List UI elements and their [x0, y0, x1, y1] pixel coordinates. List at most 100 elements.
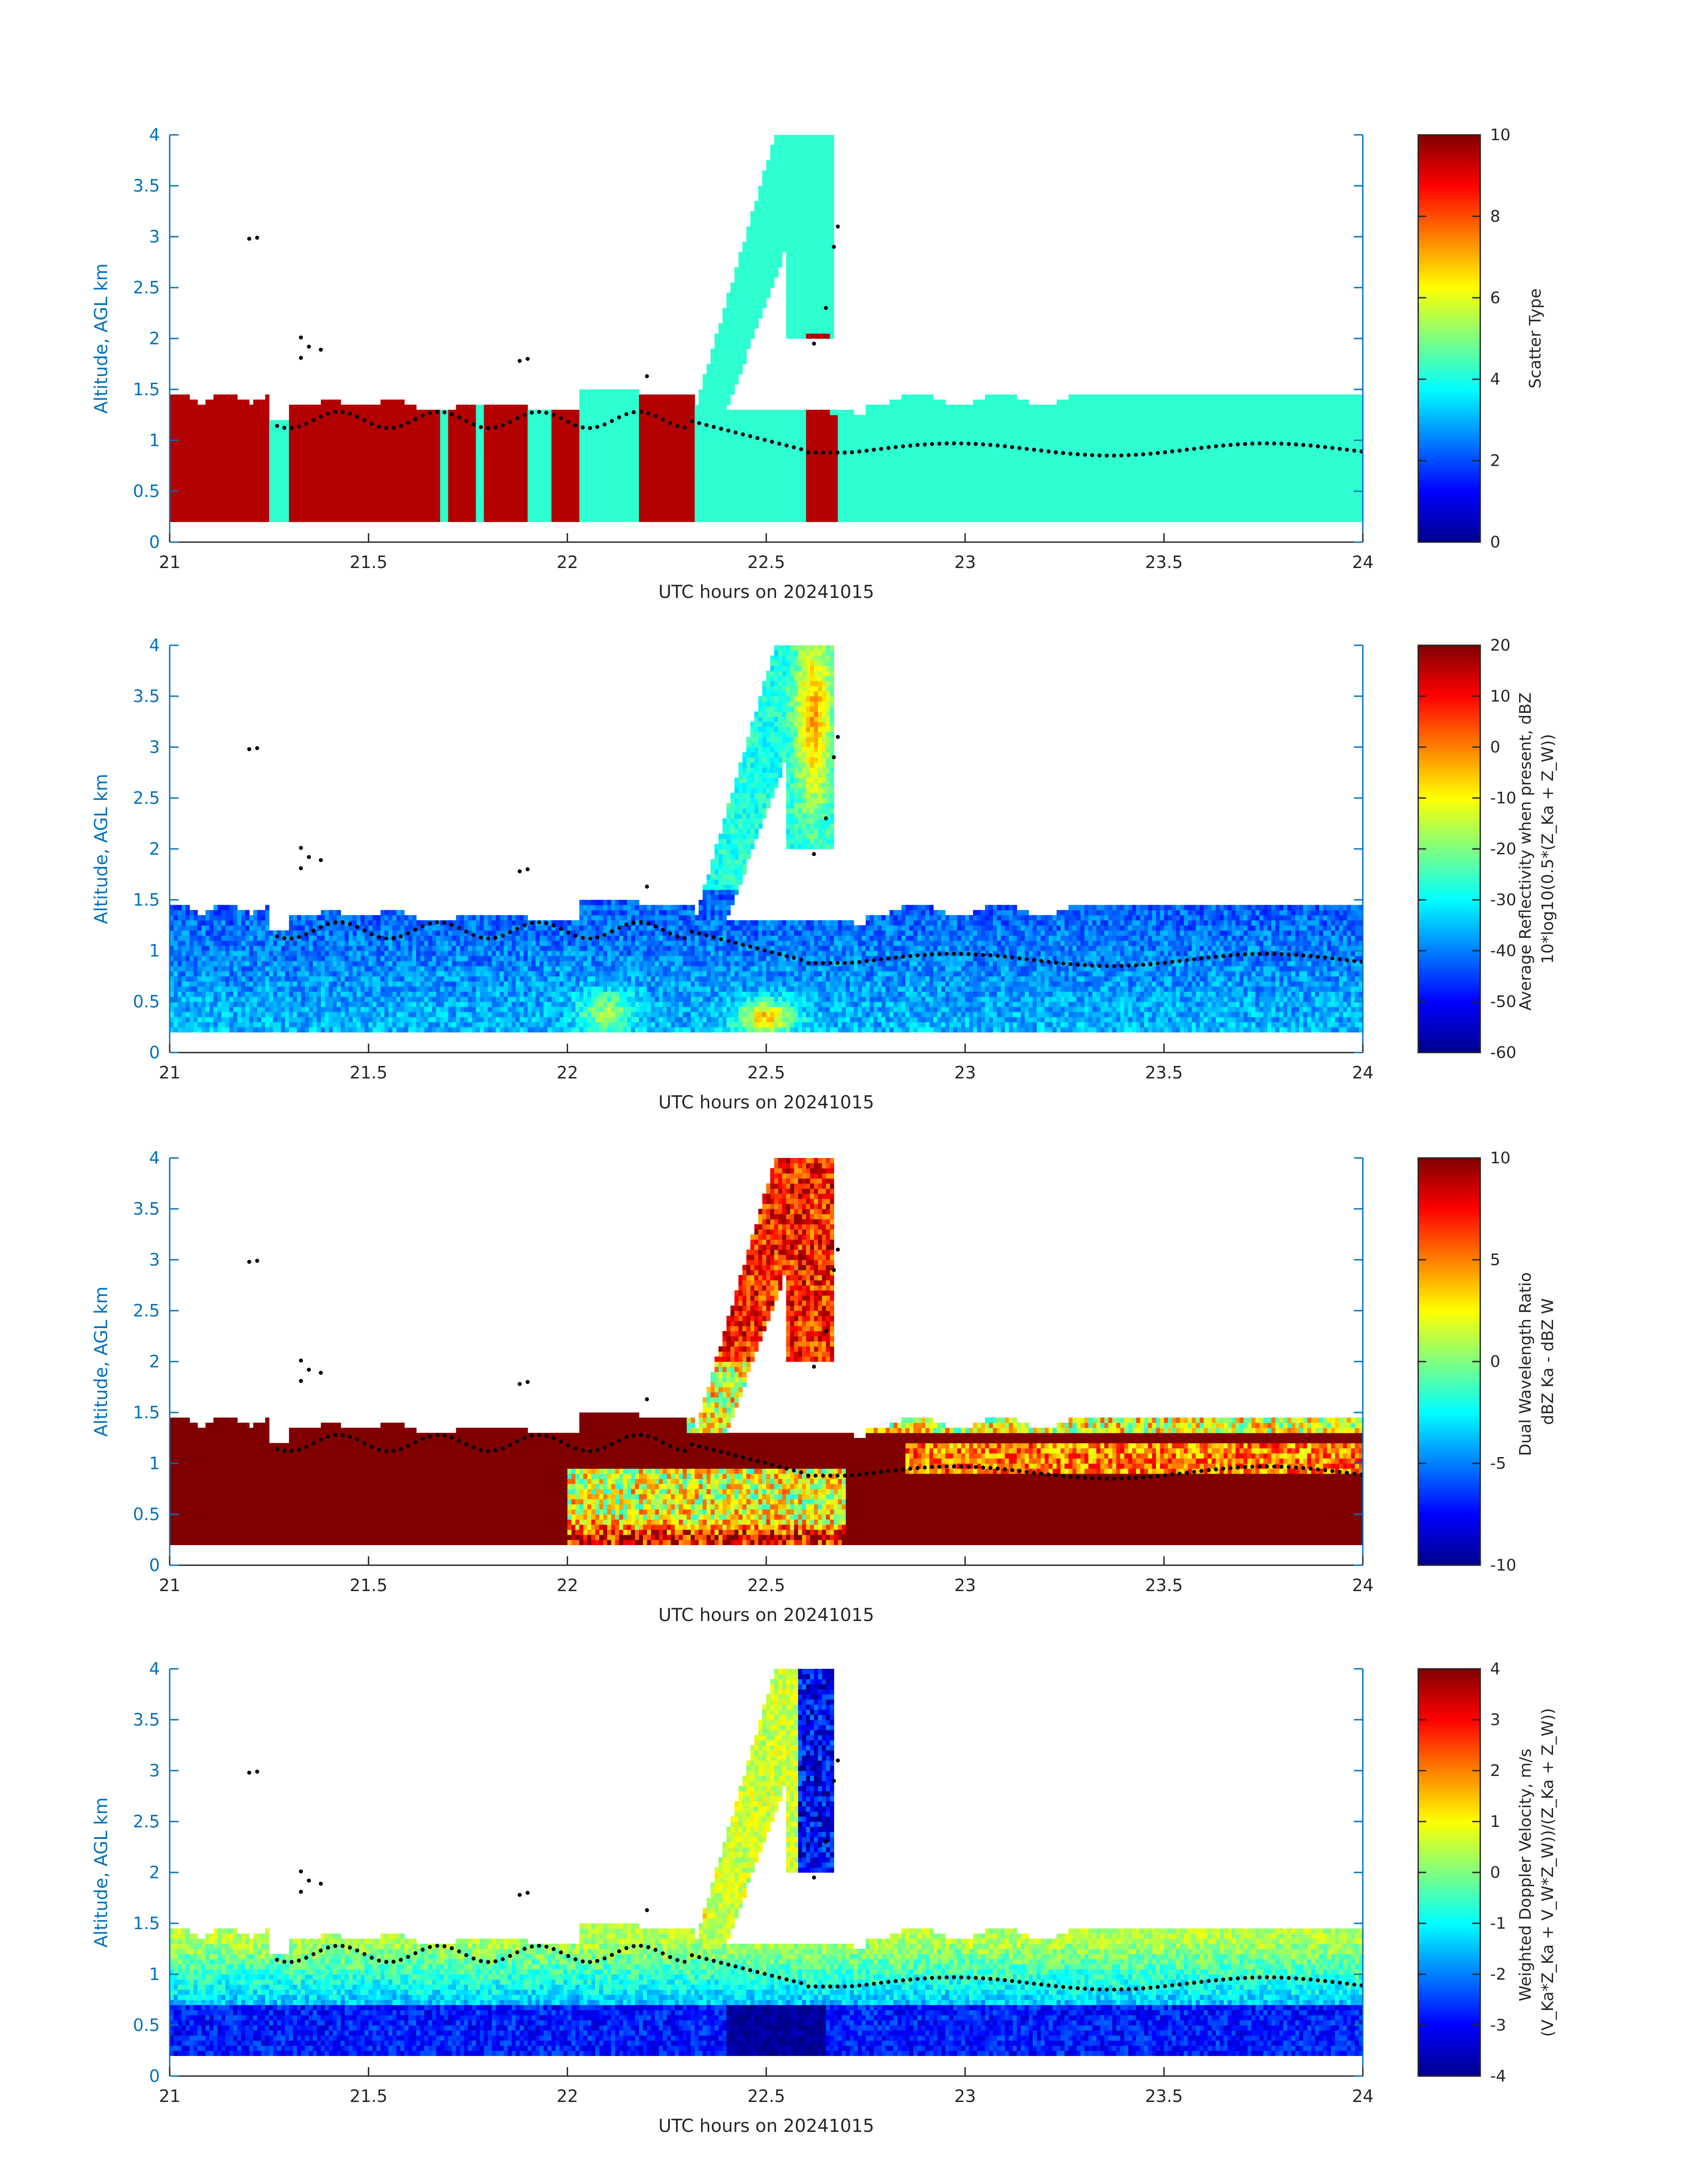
- heatmap-cell: [726, 501, 731, 507]
- heatmap-cell: [810, 420, 814, 426]
- heatmap-cell: [352, 425, 357, 430]
- heatmap-cell: [297, 491, 301, 497]
- heatmap-cell: [730, 445, 735, 451]
- heatmap-cell: [675, 506, 679, 512]
- heatmap-cell: [679, 420, 683, 426]
- heatmap-cell: [356, 430, 361, 436]
- heatmap-cell: [786, 135, 790, 140]
- heatmap-cell: [360, 409, 365, 415]
- heatmap-cell: [527, 440, 532, 446]
- heatmap-cell: [512, 471, 516, 476]
- heatmap-cell: [396, 420, 401, 426]
- heatmap-cell: [480, 435, 484, 441]
- heatmap-cell: [790, 160, 794, 166]
- heatmap-cell: [269, 496, 274, 502]
- heatmap-cell: [197, 511, 202, 517]
- heatmap-cell: [480, 476, 484, 481]
- heatmap-cell: [177, 450, 182, 456]
- heatmap-cell: [412, 501, 417, 507]
- heatmap-cell: [587, 511, 592, 517]
- heatmap-cell: [659, 435, 663, 441]
- heatmap-cell: [770, 486, 775, 492]
- heatmap-cell: [643, 450, 647, 456]
- heatmap-cell: [651, 415, 656, 420]
- heatmap-cell: [591, 435, 596, 441]
- heatmap-cell: [806, 140, 810, 146]
- heatmap-cell: [754, 221, 759, 227]
- heatmap-cell: [249, 420, 254, 426]
- heatmap-cell: [504, 420, 508, 426]
- heatmap-cell: [702, 450, 707, 456]
- heatmap-cell: [329, 405, 333, 410]
- heatmap-cell: [551, 486, 556, 492]
- heatmap-cell: [468, 440, 472, 446]
- heatmap-cell: [806, 440, 810, 446]
- heatmap-cell: [686, 466, 691, 471]
- heatmap-cell: [774, 440, 779, 446]
- heatmap-cell: [301, 415, 305, 420]
- heatmap-cell: [205, 415, 210, 420]
- heatmap-cell: [325, 420, 329, 426]
- heatmap-cell: [690, 405, 695, 410]
- heatmap-cell: [356, 435, 361, 441]
- heatmap-cell: [217, 450, 222, 456]
- heatmap-cell: [508, 445, 512, 451]
- heatmap-cell: [464, 460, 468, 466]
- heatmap-cell: [177, 501, 182, 507]
- heatmap-cell: [742, 455, 747, 461]
- heatmap-cell: [762, 455, 767, 461]
- heatmap-cell: [762, 231, 767, 237]
- heatmap-cell: [750, 211, 755, 217]
- heatmap-cell: [297, 471, 301, 476]
- heatmap-cell: [798, 216, 802, 222]
- heatmap-cell: [392, 409, 397, 415]
- heatmap-cell: [746, 231, 751, 237]
- heatmap-cell: [193, 471, 198, 476]
- heatmap-cell: [170, 430, 174, 436]
- heatmap-cell: [547, 517, 552, 522]
- heatmap-cell: [826, 415, 831, 420]
- heatmap-cell: [587, 460, 592, 466]
- heatmap-cell: [830, 226, 834, 232]
- heatmap-cell: [527, 430, 532, 436]
- heatmap-cell: [742, 517, 747, 522]
- heatmap-cell: [778, 180, 783, 186]
- heatmap-cell: [683, 450, 687, 456]
- heatmap-cell: [730, 435, 735, 441]
- heatmap-cell: [504, 445, 508, 451]
- heatmap-cell: [189, 491, 194, 497]
- heatmap-cell: [802, 257, 806, 263]
- heatmap-cell: [337, 476, 341, 481]
- heatmap-cell: [774, 425, 779, 430]
- heatmap-cell: [683, 486, 687, 492]
- heatmap-cell: [436, 481, 441, 487]
- heatmap-cell: [352, 466, 357, 471]
- heatmap-cell: [348, 491, 353, 497]
- heatmap-cell: [615, 517, 619, 522]
- heatmap-cell: [782, 165, 787, 171]
- heatmap-cell: [850, 496, 854, 502]
- heatmap-cell: [249, 501, 254, 507]
- heatmap-cell: [472, 517, 476, 522]
- heatmap-cell: [384, 440, 389, 446]
- heatmap-cell: [567, 425, 572, 430]
- heatmap-cell: [806, 491, 810, 497]
- heatmap-cell: [496, 409, 500, 415]
- heatmap-cell: [531, 450, 536, 456]
- heatmap-cell: [722, 425, 727, 430]
- heatmap-cell: [818, 430, 823, 436]
- heatmap-cell: [639, 435, 643, 441]
- heatmap-cell: [237, 415, 242, 420]
- heatmap-cell: [424, 425, 429, 430]
- heatmap-cell: [850, 445, 854, 451]
- heatmap-cell: [261, 481, 266, 487]
- heatmap-cell: [647, 394, 651, 400]
- heatmap-cell: [766, 257, 771, 263]
- heatmap-cell: [790, 303, 794, 309]
- heatmap-cell: [531, 471, 536, 476]
- heatmap-cell: [352, 445, 357, 451]
- heatmap-cell: [396, 415, 401, 420]
- heatmap-cell: [436, 496, 441, 502]
- heatmap-cell: [452, 496, 456, 502]
- heatmap-cell: [587, 405, 592, 410]
